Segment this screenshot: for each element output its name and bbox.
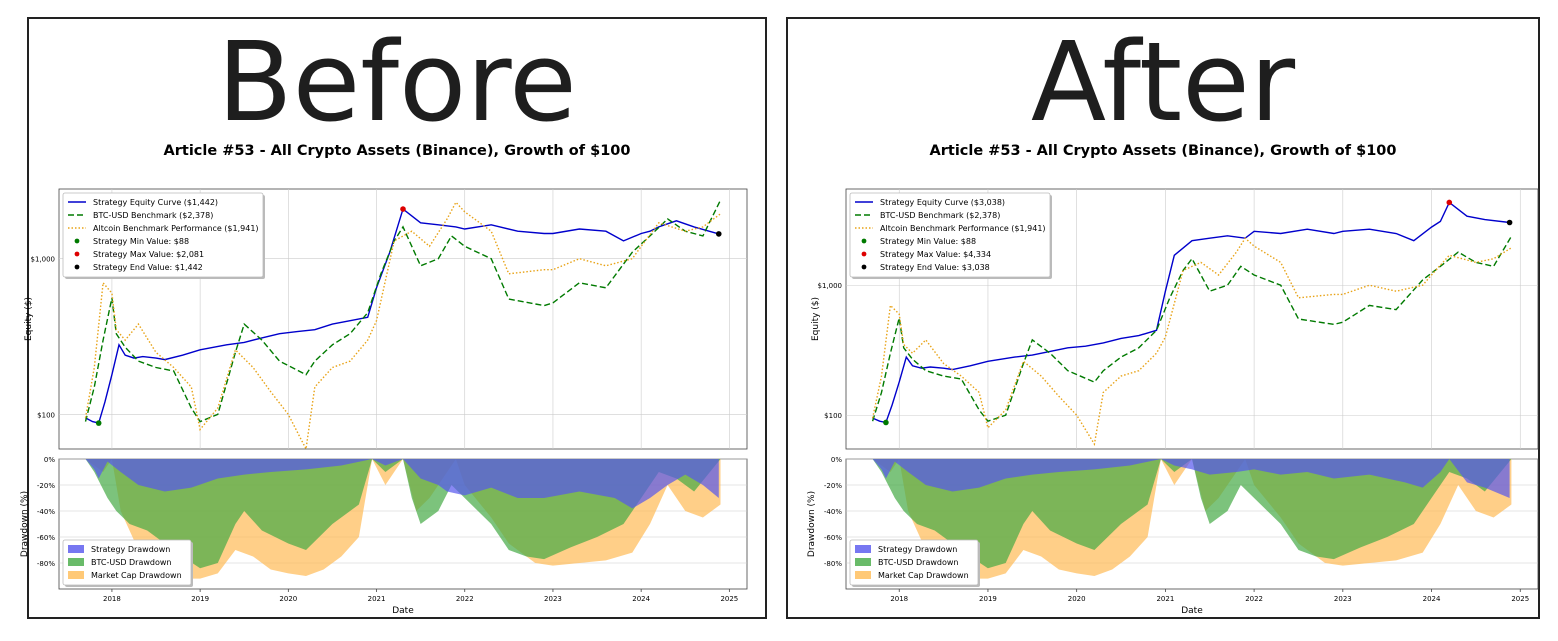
legend-marker <box>861 264 867 270</box>
dd-y-tick-label: -20% <box>824 482 842 490</box>
dd-y-axis-label: Drawdown (%) <box>807 491 817 557</box>
dd-legend-label: Strategy Drawdown <box>878 545 957 554</box>
y-tick-label: $1,000 <box>31 256 56 264</box>
marker-1 <box>400 206 406 212</box>
x-tick-label: 2022 <box>456 595 474 603</box>
before-panel: Before Article #53 - All Crypto Assets (… <box>20 17 767 619</box>
marker-2 <box>715 231 722 237</box>
dd-legend-label: Strategy Drawdown <box>91 545 170 554</box>
x-tick-label: 2019 <box>191 595 209 603</box>
legend-label: Strategy Max Value: $2,081 <box>93 250 204 259</box>
y-axis-label: Equity ($) <box>24 297 34 341</box>
x-tick-label: 2024 <box>632 595 650 603</box>
legend-marker <box>74 238 80 244</box>
legend-box <box>849 192 1051 278</box>
x-tick-label: 2024 <box>1423 595 1441 603</box>
dd-legend-label: BTC-USD Drawdown <box>91 558 172 567</box>
legend-label: Altcoin Benchmark Performance ($1,941) <box>93 224 259 233</box>
x-tick-label: 2023 <box>1334 595 1352 603</box>
chart-title: Article #53 - All Crypto Assets (Binance… <box>929 143 1397 159</box>
chart-svg: $100 $1,000 Equity ($) Strategy Equity Curv… <box>20 188 748 616</box>
dd-y-tick-label: -40% <box>824 508 842 516</box>
panel-heading: After <box>1030 18 1296 146</box>
drawdown-area-0 <box>872 459 1510 498</box>
x-tick-label: 2019 <box>979 595 997 603</box>
legend-marker <box>861 238 867 244</box>
legend-box <box>62 192 264 278</box>
dd-legend-swatch <box>68 571 84 579</box>
dd-legend-swatch <box>855 571 871 579</box>
dd-legend-swatch <box>855 558 871 566</box>
y-tick-label: $1,000 <box>818 282 843 290</box>
legend-label: Strategy Equity Curve ($1,442) <box>93 198 218 207</box>
series-line-0 <box>872 201 1510 424</box>
drawdown-area-1 <box>872 459 1512 569</box>
series-line-1 <box>84 199 722 423</box>
x-tick-label: 2025 <box>1511 595 1529 603</box>
legend-label: Altcoin Benchmark Performance ($1,941) <box>880 224 1046 233</box>
legend-label: Strategy Min Value: $88 <box>93 237 189 246</box>
dd-legend-box <box>62 539 192 586</box>
panel-heading: Before <box>217 18 577 146</box>
x-tick-label: 2021 <box>368 595 386 603</box>
dd-y-tick-label: -80% <box>37 560 55 568</box>
series-line-2 <box>84 201 721 452</box>
marker-0 <box>883 419 889 426</box>
dd-y-tick-label: -60% <box>37 534 55 542</box>
dd-legend-swatch <box>855 545 871 553</box>
x-tick-label: 2018 <box>103 595 121 603</box>
x-tick-label: 2018 <box>890 595 908 603</box>
legend-label: Strategy End Value: $3,038 <box>880 263 990 272</box>
dd-y-tick-label: 0% <box>831 456 842 464</box>
marker-0 <box>95 420 102 426</box>
legend-label: Strategy Equity Curve ($3,038) <box>880 198 1005 207</box>
x-axis-label: Date <box>1181 606 1203 616</box>
legend-marker <box>861 251 867 257</box>
legend-label: BTC-USD Benchmark ($2,378) <box>93 211 213 220</box>
dd-y-tick-label: 0% <box>44 456 55 464</box>
dd-y-tick-label: -80% <box>824 560 842 568</box>
legend-marker <box>74 264 80 270</box>
x-tick-label: 2022 <box>1245 595 1263 603</box>
x-tick-label: 2025 <box>720 595 738 603</box>
dd-legend-swatch <box>68 545 84 553</box>
dd-y-tick-label: -40% <box>37 508 55 516</box>
dd-y-tick-label: -60% <box>824 534 842 542</box>
y-axis-label: Equity ($) <box>811 297 821 341</box>
legend-label: Strategy End Value: $1,442 <box>93 263 203 272</box>
marker-1 <box>1446 199 1453 206</box>
x-tick-label: 2023 <box>544 595 562 603</box>
drawdown-area-0 <box>85 459 719 509</box>
x-tick-label: 2020 <box>1068 595 1086 603</box>
chart-title: Article #53 - All Crypto Assets (Binance… <box>163 143 631 159</box>
series-line-2 <box>871 237 1512 447</box>
y-tick-label: $100 <box>824 412 842 420</box>
after-panel: After Article #53 - All Crypto Assets (B… <box>786 17 1540 619</box>
legend-label: Strategy Min Value: $88 <box>880 237 976 246</box>
y-tick-label: $100 <box>37 411 55 419</box>
legend-marker <box>74 251 80 257</box>
legend-label: BTC-USD Benchmark ($2,378) <box>880 211 1000 220</box>
chart-svg: $100 $1,000 Equity ($) Strategy Equity Curv… <box>807 188 1539 616</box>
dd-legend-swatch <box>68 558 84 566</box>
x-axis-label: Date <box>392 606 414 616</box>
legend-label: Strategy Max Value: $4,334 <box>880 250 991 259</box>
dd-legend-label: BTC-USD Drawdown <box>878 558 959 567</box>
series-line-1 <box>871 235 1513 423</box>
dd-legend-label: Market Cap Drawdown <box>91 571 182 580</box>
series-line-0 <box>85 207 719 424</box>
dd-legend-box <box>849 539 979 586</box>
dd-y-axis-label: Drawdown (%) <box>20 491 30 557</box>
dd-y-tick-label: -20% <box>37 482 55 490</box>
x-tick-label: 2020 <box>279 595 297 603</box>
marker-2 <box>1506 219 1513 226</box>
dd-legend-label: Market Cap Drawdown <box>878 571 969 580</box>
x-tick-label: 2021 <box>1156 595 1174 603</box>
